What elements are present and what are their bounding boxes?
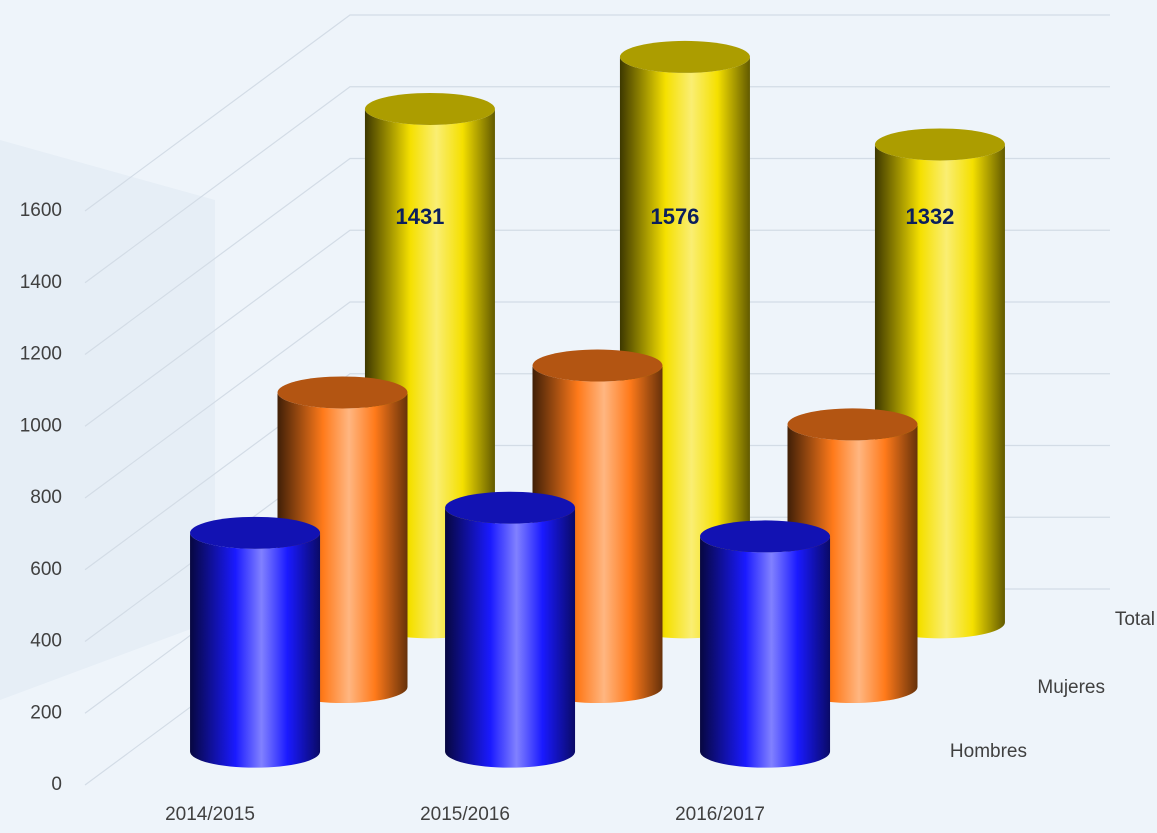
series-label: Hombres — [950, 741, 1027, 762]
y-tick-label: 1400 — [20, 272, 62, 293]
cylinder-top — [190, 516, 321, 549]
y-tick-label: 1600 — [20, 200, 62, 221]
cylinder-top — [445, 491, 576, 524]
cylinder — [445, 507, 576, 768]
data-label: 1576 — [650, 204, 699, 229]
cylinder-top — [364, 92, 495, 125]
x-tick-label: 2016/2017 — [675, 804, 765, 825]
cylinder — [700, 536, 831, 768]
y-tick-label: 0 — [51, 774, 62, 795]
grid-line — [84, 86, 1110, 284]
cylinder-top — [874, 128, 1005, 161]
cylinder-top — [277, 376, 408, 409]
cylinder-top — [700, 520, 831, 553]
grid-line — [84, 229, 1110, 427]
watermark — [0, 140, 215, 700]
cylinder — [190, 532, 321, 768]
series-label: Total — [1115, 609, 1155, 630]
grid-line — [84, 14, 1110, 212]
grid-line — [84, 157, 1110, 355]
grid-line — [84, 301, 1110, 499]
cylinder-top — [787, 408, 918, 441]
x-tick-label: 2015/2016 — [420, 804, 510, 825]
y-tick-label: 1000 — [20, 415, 62, 436]
y-tick-label: 200 — [30, 702, 62, 723]
data-label: 1431 — [395, 204, 444, 229]
x-tick-label: 2014/2015 — [165, 804, 255, 825]
y-tick-label: 800 — [30, 487, 62, 508]
data-label: 1332 — [905, 204, 954, 229]
y-tick-label: 400 — [30, 631, 62, 652]
cylinder-top — [532, 349, 663, 382]
y-tick-label: 1200 — [20, 344, 62, 365]
y-tick-label: 600 — [30, 559, 62, 580]
grid-line — [84, 373, 1110, 571]
cylinder-top — [619, 40, 750, 73]
series-label: Mujeres — [1037, 677, 1105, 698]
